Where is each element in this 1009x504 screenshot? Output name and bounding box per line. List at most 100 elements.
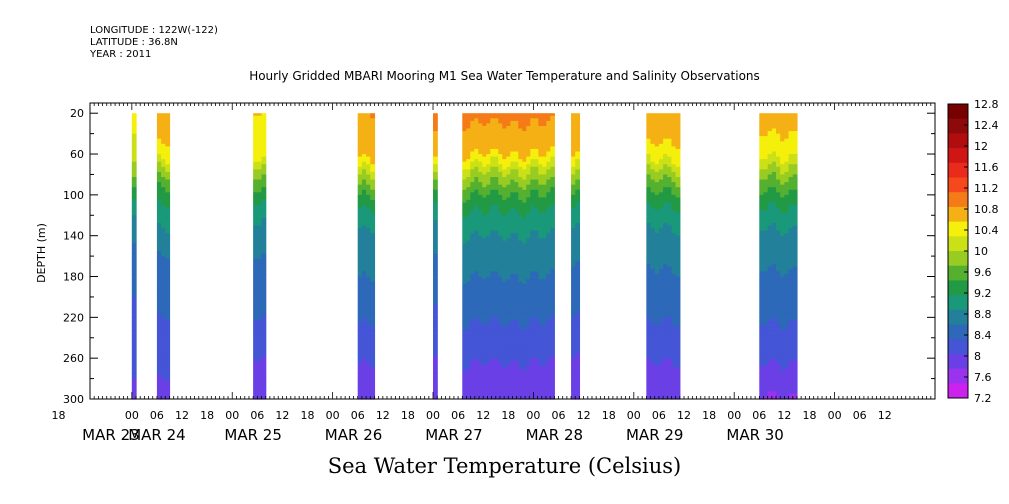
- contour-cell: [663, 146, 668, 150]
- contour-cell: [675, 184, 681, 188]
- contour-cell: [671, 143, 677, 147]
- contour-cell: [131, 355, 137, 359]
- contour-cell: [470, 284, 475, 288]
- contour-cell: [165, 138, 171, 142]
- contour-cell: [522, 228, 527, 232]
- contour-cell: [478, 238, 483, 242]
- contour-cell: [506, 248, 511, 252]
- contour-cell: [650, 276, 656, 280]
- contour-cell: [165, 146, 171, 150]
- contour-cell: [646, 337, 652, 341]
- contour-cell: [510, 355, 515, 359]
- contour-cell: [161, 192, 166, 196]
- contour-cell: [470, 251, 475, 255]
- contour-cell: [165, 335, 171, 339]
- contour-cell: [506, 393, 511, 398]
- contour-cell: [366, 358, 371, 362]
- contour-cell: [357, 312, 363, 316]
- contour-cell: [433, 393, 438, 398]
- contour-cell: [366, 347, 371, 352]
- contour-cell: [530, 381, 535, 385]
- contour-cell: [522, 302, 527, 306]
- contour-cell: [498, 184, 503, 188]
- contour-cell: [658, 123, 664, 127]
- contour-cell: [482, 136, 487, 140]
- contour-cell: [502, 378, 507, 382]
- contour-cell: [433, 325, 438, 329]
- contour-cell: [498, 307, 503, 311]
- contour-cell: [542, 296, 547, 301]
- contour-cell: [542, 251, 547, 255]
- contour-cell: [542, 123, 547, 127]
- contour-cell: [486, 279, 491, 283]
- contour-cell: [522, 125, 527, 130]
- contour-cell: [482, 230, 487, 234]
- contour-cell: [571, 159, 576, 163]
- contour-cell: [370, 174, 376, 178]
- contour-cell: [550, 256, 555, 260]
- contour-cell: [253, 194, 258, 199]
- contour-cell: [261, 230, 267, 234]
- contour-cell: [518, 302, 523, 306]
- contour-cell: [161, 184, 166, 188]
- contour-cell: [542, 266, 547, 270]
- contour-cell: [518, 365, 523, 369]
- contour-cell: [663, 253, 668, 257]
- contour-cell: [546, 174, 551, 178]
- contour-cell: [261, 253, 267, 257]
- contour-cell: [550, 118, 555, 122]
- contour-cell: [253, 118, 258, 122]
- contour-cell: [550, 128, 555, 132]
- contour-cell: [366, 133, 371, 137]
- contour-cell: [514, 235, 519, 239]
- contour-cell: [538, 148, 543, 153]
- contour-cell: [646, 123, 652, 127]
- contour-cell: [538, 177, 543, 181]
- contour-cell: [366, 322, 371, 326]
- contour-cell: [490, 197, 495, 201]
- contour-cell: [518, 143, 523, 147]
- contour-cell: [131, 388, 137, 392]
- contour-cell: [357, 302, 363, 306]
- contour-cell: [261, 199, 267, 204]
- contour-cell: [514, 238, 519, 242]
- contour-cell: [510, 383, 515, 387]
- contour-cell: [482, 266, 487, 270]
- contour-cell: [671, 376, 677, 380]
- contour-cell: [161, 243, 166, 247]
- contour-cell: [482, 235, 487, 239]
- contour-cell: [486, 253, 491, 257]
- contour-cell: [534, 212, 539, 216]
- contour-cell: [546, 215, 551, 219]
- contour-cell: [498, 148, 503, 153]
- contour-cell: [131, 220, 137, 224]
- contour-cell: [646, 133, 652, 137]
- contour-cell: [482, 279, 487, 283]
- contour-cell: [257, 120, 263, 125]
- contour-cell: [490, 166, 495, 170]
- contour-cell: [671, 128, 677, 132]
- contour-cell: [161, 266, 166, 270]
- contour-cell: [534, 332, 539, 336]
- contour-cell: [502, 202, 507, 206]
- contour-cell: [546, 268, 551, 273]
- contour-cell: [156, 202, 162, 206]
- contour-cell: [370, 207, 376, 211]
- contour-cell: [530, 258, 535, 262]
- contour-cell: [675, 123, 681, 127]
- contour-cell: [257, 212, 263, 216]
- contour-cell: [646, 258, 652, 262]
- contour-cell: [675, 179, 681, 183]
- contour-cell: [658, 171, 664, 176]
- contour-cell: [257, 177, 263, 181]
- contour-cell: [646, 378, 652, 382]
- contour-cell: [506, 307, 511, 311]
- contour-cell: [575, 136, 581, 140]
- contour-cell: [526, 133, 531, 137]
- contour-cell: [253, 215, 258, 219]
- contour-cell: [366, 258, 371, 262]
- contour-cell: [538, 337, 543, 341]
- contour-cell: [486, 327, 491, 331]
- contour-cell: [357, 159, 363, 163]
- contour-cell: [650, 141, 656, 145]
